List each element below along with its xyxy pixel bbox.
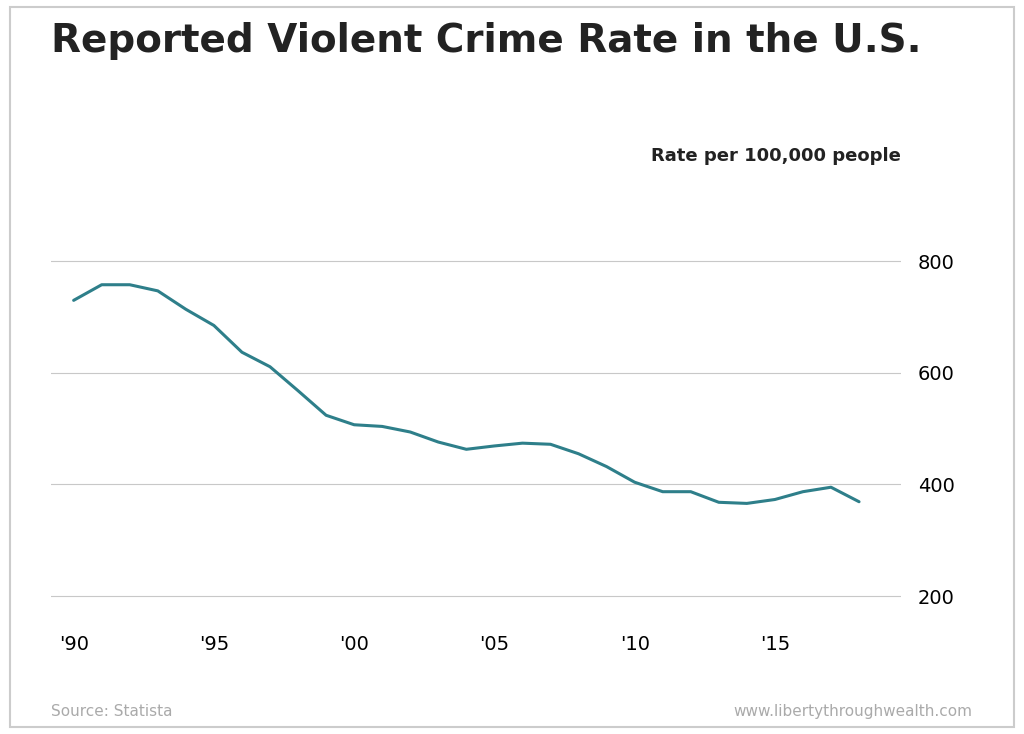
Text: Reported Violent Crime Rate in the U.S.: Reported Violent Crime Rate in the U.S. — [51, 22, 922, 60]
Text: www.libertythroughwealth.com: www.libertythroughwealth.com — [734, 705, 973, 719]
Text: Rate per 100,000 people: Rate per 100,000 people — [651, 147, 901, 165]
Text: Source: Statista: Source: Statista — [51, 705, 173, 719]
